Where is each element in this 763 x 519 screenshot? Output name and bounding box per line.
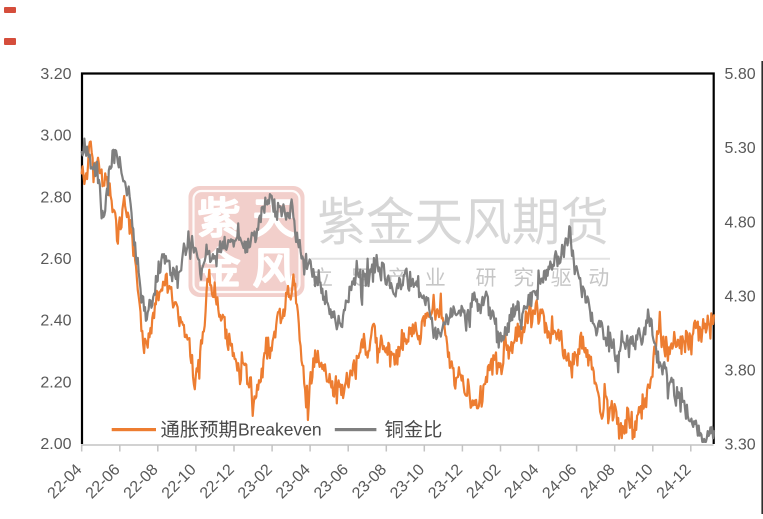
svg-text:3.20: 3.20	[40, 66, 71, 83]
svg-text:3.30: 3.30	[725, 437, 756, 454]
svg-text:3.00: 3.00	[40, 128, 71, 145]
svg-text:Breakeven: Breakeven	[238, 420, 322, 440]
svg-text:5.30: 5.30	[725, 140, 756, 157]
svg-text:2.20: 2.20	[40, 374, 71, 391]
svg-text:3.80: 3.80	[725, 363, 756, 380]
svg-text:2.00: 2.00	[40, 436, 71, 453]
svg-text:2.80: 2.80	[40, 189, 71, 206]
svg-text:4.80: 4.80	[725, 214, 756, 231]
svg-text:2.40: 2.40	[40, 313, 71, 330]
svg-text:5.80: 5.80	[725, 66, 756, 83]
svg-text:2.60: 2.60	[40, 251, 71, 268]
svg-text:4.30: 4.30	[725, 288, 756, 305]
